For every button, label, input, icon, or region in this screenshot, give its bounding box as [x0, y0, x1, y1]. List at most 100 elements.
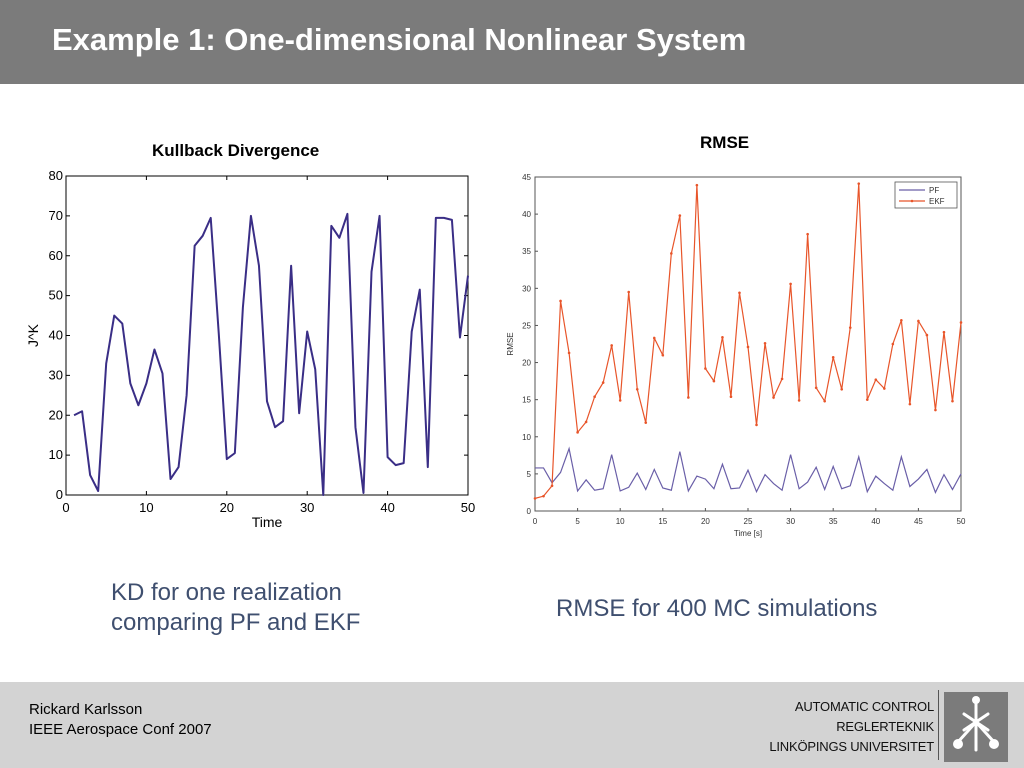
rmse-x-tick-label: 5 [575, 517, 580, 526]
rmse-chart: 0 5 10 15 20 25 30 35 40 45 50 0 5 10 15 20 25 30 35 40 45 Ti… [506, 173, 966, 538]
rmse-ekf-point [908, 402, 912, 406]
kd-x-tick-label: 40 [380, 500, 394, 515]
rmse-ekf-point [797, 399, 801, 402]
rmse-ekf-point [652, 336, 656, 340]
org-line-reglerteknik: REGLERTEKNIK [836, 719, 934, 734]
rmse-x-tick-label: 35 [829, 517, 838, 526]
title-bar: Example 1: One-dimensional Nonlinear Sys… [0, 0, 1024, 84]
rmse-ekf-point [942, 330, 946, 334]
rmse-ekf-point [593, 395, 596, 398]
kd-caption-line: KD for one realization [111, 579, 342, 606]
rmse-ekf-point [823, 399, 826, 403]
slide-title: Example 1: One-dimensional Nonlinear Sys… [52, 22, 747, 57]
org-line-university: LINKÖPINGS UNIVERSITET [769, 739, 934, 754]
rmse-ekf-point [610, 344, 613, 347]
rmse-ekf-point [900, 318, 903, 322]
rmse-ekf-point [874, 378, 878, 381]
kd-y-tick-label: 60 [49, 248, 63, 263]
rmse-ekf-point [806, 232, 809, 236]
rmse-ekf-point [738, 291, 741, 295]
rmse-x-tick-label: 15 [658, 517, 667, 526]
rmse-x-axis-label: Time [s] [734, 529, 762, 538]
rmse-y-tick-label: 10 [522, 433, 531, 442]
kd-x-axis-label: Time [252, 514, 283, 530]
rmse-y-tick-label: 5 [527, 470, 532, 479]
kd-y-axis-label: J^K [25, 323, 41, 347]
rmse-legend-label: PF [929, 186, 939, 195]
footer-author: Rickard Karlsson [29, 701, 143, 718]
rmse-ekf-point [695, 183, 699, 187]
rmse-x-tick-label: 20 [701, 517, 710, 526]
kd-y-tick-label: 50 [49, 288, 63, 303]
rmse-ekf-point [755, 423, 758, 427]
rmse-ekf-point [891, 342, 895, 346]
rmse-y-tick-label: 35 [522, 247, 531, 256]
rmse-series-line-pf [535, 446, 962, 494]
rmse-ekf-point [635, 387, 639, 391]
rmse-ekf-point [670, 252, 673, 255]
rmse-ekf-point [550, 484, 554, 488]
rmse-ekf-point [618, 399, 622, 402]
kd-x-tick-label: 10 [139, 500, 153, 515]
rmse-x-tick-label: 0 [533, 517, 538, 526]
rmse-ekf-point [780, 377, 784, 381]
kd-series-line [73, 212, 469, 496]
kd-x-tick-label: 50 [461, 500, 475, 515]
rmse-ekf-point [584, 420, 588, 424]
rmse-legend-box [894, 181, 958, 209]
rmse-ekf-point [857, 182, 861, 185]
rmse-x-tick-label: 25 [744, 517, 753, 526]
kd-plot-frame [65, 175, 469, 496]
kd-chart: 0 10 20 30 40 50 0 10 20 30 40 50 60 70 80 Time J^K [25, 168, 475, 530]
kd-y-tick-label: 10 [49, 447, 63, 462]
rmse-y-tick-label: 15 [522, 396, 531, 405]
rmse-legend-marker [910, 199, 914, 203]
rmse-y-tick-label: 40 [522, 210, 531, 219]
rmse-ekf-point [917, 319, 920, 323]
rmse-ekf-point [533, 497, 537, 500]
footer-conference: IEEE Aerospace Conf 2007 [29, 721, 212, 738]
footer-divider [938, 690, 939, 760]
kd-x-tick-label: 30 [300, 500, 314, 515]
rmse-ekf-point [934, 408, 937, 412]
kd-y-tick-label: 70 [49, 208, 63, 223]
kd-chart-title: Kullback Divergence [152, 141, 320, 160]
rmse-ekf-point [959, 321, 963, 324]
kd-y-tick-label: 20 [49, 407, 63, 422]
rmse-ekf-point [925, 333, 929, 337]
rmse-ekf-point [542, 494, 545, 498]
rmse-x-tick-label: 30 [786, 517, 795, 526]
rmse-ekf-point [712, 379, 716, 383]
rmse-x-tick-label: 10 [616, 517, 625, 526]
kd-caption: KD for one realization comparing PF and … [111, 578, 360, 638]
rmse-ekf-point [729, 395, 733, 398]
rmse-ekf-point [814, 386, 818, 390]
rmse-x-tick-label: 40 [871, 517, 880, 526]
kd-x-tick-label: 20 [220, 500, 234, 515]
footer [0, 682, 1024, 768]
rmse-ekf-point [644, 421, 648, 424]
rmse-ekf-point [865, 398, 869, 401]
rmse-ekf-point [661, 353, 665, 357]
rmse-ekf-point [848, 326, 852, 329]
kd-y-tick-label: 30 [49, 367, 63, 382]
rmse-y-axis-label: RMSE [506, 332, 515, 355]
rmse-ekf-point [678, 214, 682, 217]
rmse-ekf-point [951, 399, 954, 403]
kd-caption-line: comparing PF and EKF [111, 609, 361, 636]
rmse-x-tick-label: 45 [914, 517, 923, 526]
rmse-ekf-point [840, 387, 844, 391]
rmse-ekf-point [831, 356, 835, 359]
rmse-ekf-point [789, 282, 792, 286]
org-line-automatic-control: AUTOMATIC CONTROL [794, 699, 934, 714]
rmse-ekf-point [704, 367, 707, 370]
rmse-ekf-point [721, 336, 724, 339]
rmse-y-tick-label: 45 [522, 173, 531, 182]
kd-y-tick-label: 80 [49, 168, 63, 183]
rmse-y-tick-label: 20 [522, 359, 531, 368]
rmse-chart-title: RMSE [700, 133, 750, 152]
rmse-y-tick-label: 25 [522, 321, 531, 330]
rmse-legend-label: EKF [929, 197, 945, 206]
rmse-ekf-point [883, 387, 886, 390]
rmse-ekf-point [576, 431, 579, 434]
